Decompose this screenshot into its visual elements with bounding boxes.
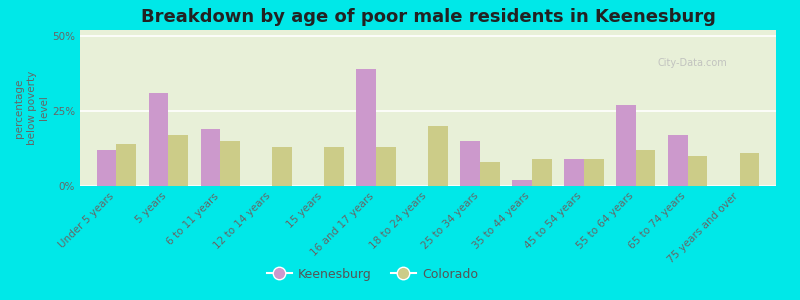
- Bar: [636, 150, 655, 186]
- Bar: [668, 135, 688, 186]
- Legend: Keenesburg, Colorado: Keenesburg, Colorado: [262, 263, 483, 286]
- Bar: [564, 159, 584, 186]
- Bar: [149, 93, 168, 186]
- Bar: [201, 129, 220, 186]
- Bar: [688, 156, 707, 186]
- Bar: [532, 159, 552, 186]
- Bar: [740, 153, 759, 186]
- Bar: [272, 147, 292, 186]
- Bar: [97, 150, 116, 186]
- Bar: [480, 162, 500, 186]
- Bar: [428, 126, 448, 186]
- Bar: [376, 147, 396, 186]
- Y-axis label: percentage
below poverty
level: percentage below poverty level: [14, 71, 50, 145]
- Bar: [324, 147, 344, 186]
- Bar: [356, 69, 376, 186]
- Bar: [584, 159, 603, 186]
- Bar: [220, 141, 240, 186]
- Bar: [512, 180, 532, 186]
- Title: Breakdown by age of poor male residents in Keenesburg: Breakdown by age of poor male residents …: [141, 8, 715, 26]
- Bar: [616, 105, 636, 186]
- Text: City-Data.com: City-Data.com: [657, 58, 727, 68]
- Bar: [168, 135, 188, 186]
- Bar: [116, 144, 136, 186]
- Bar: [460, 141, 480, 186]
